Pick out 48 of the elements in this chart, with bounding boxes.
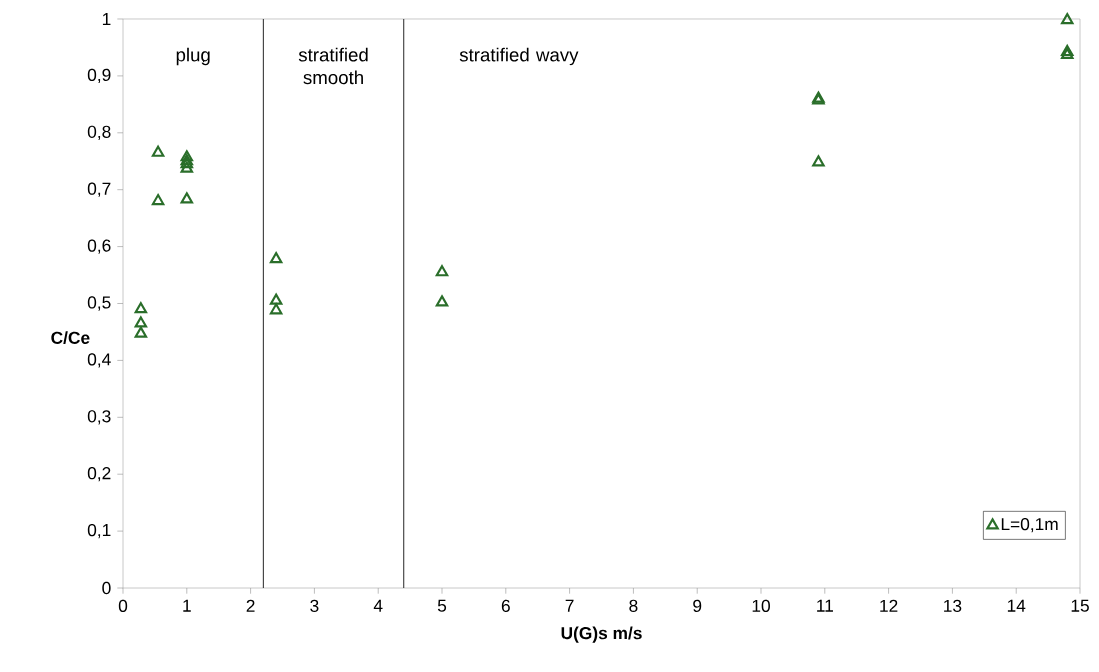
y-axis-title: C/Ce <box>51 331 90 345</box>
annotation: stratified wavy <box>459 47 579 66</box>
y-tick-label: 0,1 <box>87 523 111 539</box>
x-tick-label: 3 <box>310 599 319 612</box>
annotation: stratified smooth <box>298 47 368 85</box>
annotation: plug <box>176 47 210 66</box>
point <box>269 293 283 305</box>
point <box>134 316 148 328</box>
y-tick-label: 1 <box>102 13 111 25</box>
y-tick-label: 0,9 <box>87 68 111 84</box>
y-tick-label: 0,4 <box>87 353 111 368</box>
x-tick-label: 2 <box>246 599 255 612</box>
point <box>180 150 194 162</box>
y-tick-label: 0,3 <box>87 410 111 425</box>
x-tick-label: 10 <box>752 599 770 612</box>
legend-label: L=0,1m <box>1001 517 1058 533</box>
y-tick-label: 0,6 <box>87 239 111 254</box>
x-axis-title: U(G)s m/s <box>561 626 642 643</box>
x-tick-label: 15 <box>1071 599 1089 612</box>
point <box>134 326 148 338</box>
point <box>1060 13 1074 25</box>
x-tick-label: 13 <box>944 599 962 612</box>
x-tick-label: 0 <box>118 599 128 612</box>
x-tick-label: 4 <box>373 599 383 612</box>
point <box>435 295 449 307</box>
x-tick-label: 12 <box>880 599 898 612</box>
x-tick-label: 1 <box>183 599 191 612</box>
x-tick-label: 7 <box>565 599 574 612</box>
y-tick-label: 0,7 <box>87 182 111 197</box>
point <box>269 252 283 264</box>
y-tick-label: 0,5 <box>87 296 111 311</box>
y-tick-label: 0 <box>102 581 111 595</box>
x-tick-label: 8 <box>629 599 638 612</box>
point <box>180 161 194 173</box>
x-tick-label: 5 <box>437 599 447 612</box>
x-tick-label: 14 <box>1007 599 1026 612</box>
x-tick-label: 11 <box>817 599 833 612</box>
x-tick-label: 6 <box>501 599 510 612</box>
y-tick-label: 0,8 <box>87 125 111 140</box>
point <box>134 302 148 314</box>
point <box>435 265 449 277</box>
point <box>180 192 194 204</box>
y-tick-label: 0,2 <box>87 467 111 482</box>
point <box>269 303 283 315</box>
x-tick-label: 9 <box>693 599 702 612</box>
point <box>812 155 825 167</box>
point <box>151 194 165 206</box>
point <box>151 145 165 157</box>
